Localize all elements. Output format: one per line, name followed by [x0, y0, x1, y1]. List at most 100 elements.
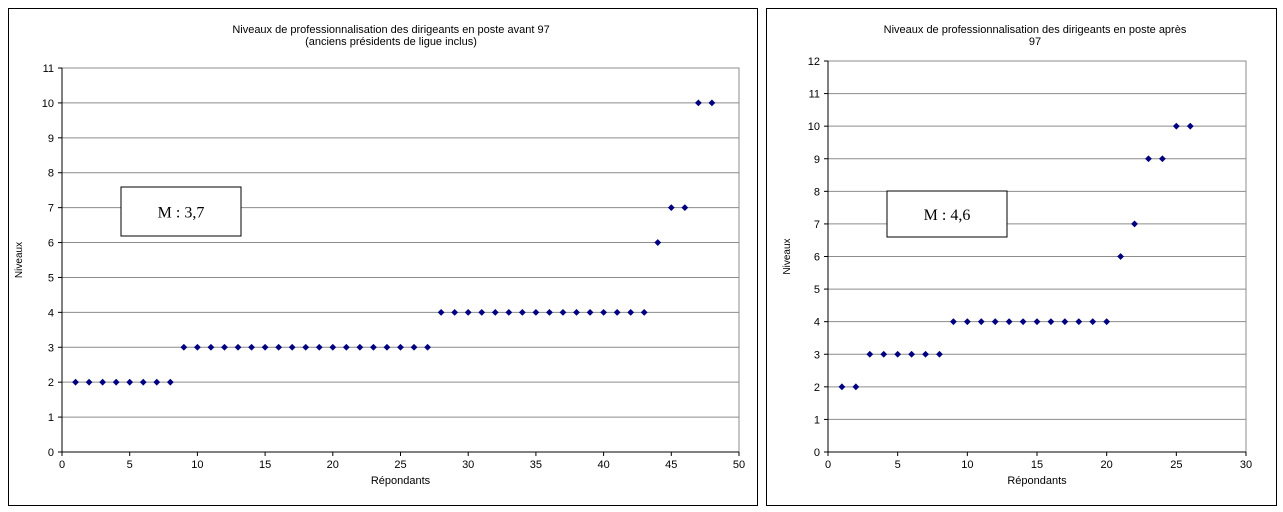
data-point — [153, 378, 161, 386]
data-point — [838, 383, 846, 391]
data-point — [1172, 122, 1180, 130]
y-tick-label: 3 — [48, 342, 54, 354]
data-point — [112, 378, 120, 386]
data-point — [207, 343, 215, 351]
data-point — [1131, 220, 1138, 228]
x-tick-label: 25 — [1170, 459, 1182, 471]
x-tick-label: 15 — [1031, 459, 1043, 471]
chart-title-line: Niveaux de professionnalisation des diri… — [884, 24, 1187, 36]
data-point — [600, 308, 607, 316]
chart-title-line: 97 — [1029, 36, 1041, 48]
y-tick-label: 2 — [814, 382, 820, 394]
data-point — [573, 308, 580, 316]
data-point — [288, 343, 296, 351]
x-tick-label: 40 — [597, 459, 609, 471]
data-point — [1019, 318, 1027, 326]
y-tick-label: 6 — [48, 238, 54, 250]
data-point — [908, 350, 915, 358]
y-tick-label: 7 — [814, 219, 820, 231]
y-tick-label: 11 — [43, 63, 54, 75]
data-point — [1047, 318, 1055, 326]
data-point — [1117, 253, 1124, 260]
data-point — [640, 308, 648, 316]
data-point — [922, 350, 929, 358]
chart-title-line: (anciens présidents de ligue inclus) — [305, 36, 477, 48]
data-point — [1186, 122, 1194, 130]
data-point — [329, 343, 337, 351]
data-point — [72, 378, 79, 386]
data-point — [261, 343, 269, 351]
y-axis-title: Niveaux — [782, 238, 793, 274]
y-tick-label: 2 — [48, 377, 54, 389]
y-tick-label: 8 — [814, 186, 820, 198]
y-tick-label: 11 — [809, 89, 820, 101]
data-point — [518, 308, 526, 316]
chart-title-line: Niveaux de professionnalisation des diri… — [232, 24, 549, 36]
chart-before-97: Niveaux de professionnalisation des diri… — [8, 8, 758, 506]
x-tick-label: 5 — [127, 459, 133, 471]
y-tick-label: 0 — [48, 447, 54, 459]
y-tick-label: 4 — [814, 317, 820, 329]
y-tick-label: 1 — [48, 412, 54, 424]
data-point — [1145, 155, 1152, 163]
data-point — [708, 99, 716, 107]
data-point — [894, 350, 902, 358]
data-point — [936, 350, 943, 358]
data-point — [950, 318, 957, 326]
data-point — [880, 350, 888, 358]
data-point — [410, 343, 418, 351]
x-tick-label: 20 — [1101, 459, 1113, 471]
data-point — [397, 343, 404, 351]
data-point — [1159, 155, 1166, 163]
x-tick-label: 0 — [59, 459, 65, 471]
data-point — [505, 308, 513, 316]
x-tick-label: 30 — [1240, 459, 1252, 471]
data-point — [627, 308, 635, 316]
data-point — [166, 378, 174, 386]
data-point — [275, 343, 283, 351]
data-point — [221, 343, 228, 351]
x-tick-label: 5 — [895, 459, 901, 471]
data-point — [1089, 318, 1097, 326]
x-tick-label: 20 — [327, 459, 339, 471]
x-tick-label: 10 — [961, 459, 973, 471]
data-point — [654, 239, 662, 246]
data-point — [383, 343, 391, 351]
data-point — [437, 308, 445, 316]
data-point — [451, 308, 459, 316]
data-point — [559, 308, 567, 316]
data-point — [99, 378, 107, 386]
y-tick-label: 0 — [814, 447, 820, 459]
data-point — [667, 204, 675, 212]
data-point — [991, 318, 999, 326]
y-tick-label: 10 — [42, 98, 54, 110]
data-point — [963, 318, 971, 326]
x-tick-label: 45 — [665, 459, 677, 471]
data-point — [491, 308, 499, 316]
data-point — [532, 308, 540, 316]
mean-annotation-box — [120, 186, 242, 237]
data-point — [586, 308, 594, 316]
data-point — [546, 308, 553, 316]
y-tick-label: 7 — [48, 203, 54, 215]
x-axis-title: Répondants — [1007, 475, 1067, 487]
data-point — [126, 378, 134, 386]
y-tick-label: 12 — [808, 56, 820, 68]
y-tick-label: 6 — [814, 252, 820, 264]
x-tick-label: 50 — [733, 459, 745, 471]
y-tick-label: 5 — [48, 272, 54, 284]
data-point — [694, 99, 702, 107]
y-tick-label: 9 — [814, 154, 820, 166]
chart-before-97-svg: Niveaux de professionnalisation des diri… — [14, 24, 745, 487]
data-point — [613, 308, 621, 316]
data-point — [478, 308, 486, 316]
data-point — [315, 343, 323, 351]
chart-after-97-svg: Niveaux de professionnalisation des diri… — [782, 24, 1252, 487]
y-tick-label: 5 — [814, 284, 820, 296]
x-tick-label: 15 — [259, 459, 271, 471]
data-point — [1005, 318, 1013, 326]
data-point — [681, 204, 689, 212]
data-point — [1061, 318, 1069, 326]
x-tick-label: 35 — [530, 459, 542, 471]
data-point — [342, 343, 350, 351]
